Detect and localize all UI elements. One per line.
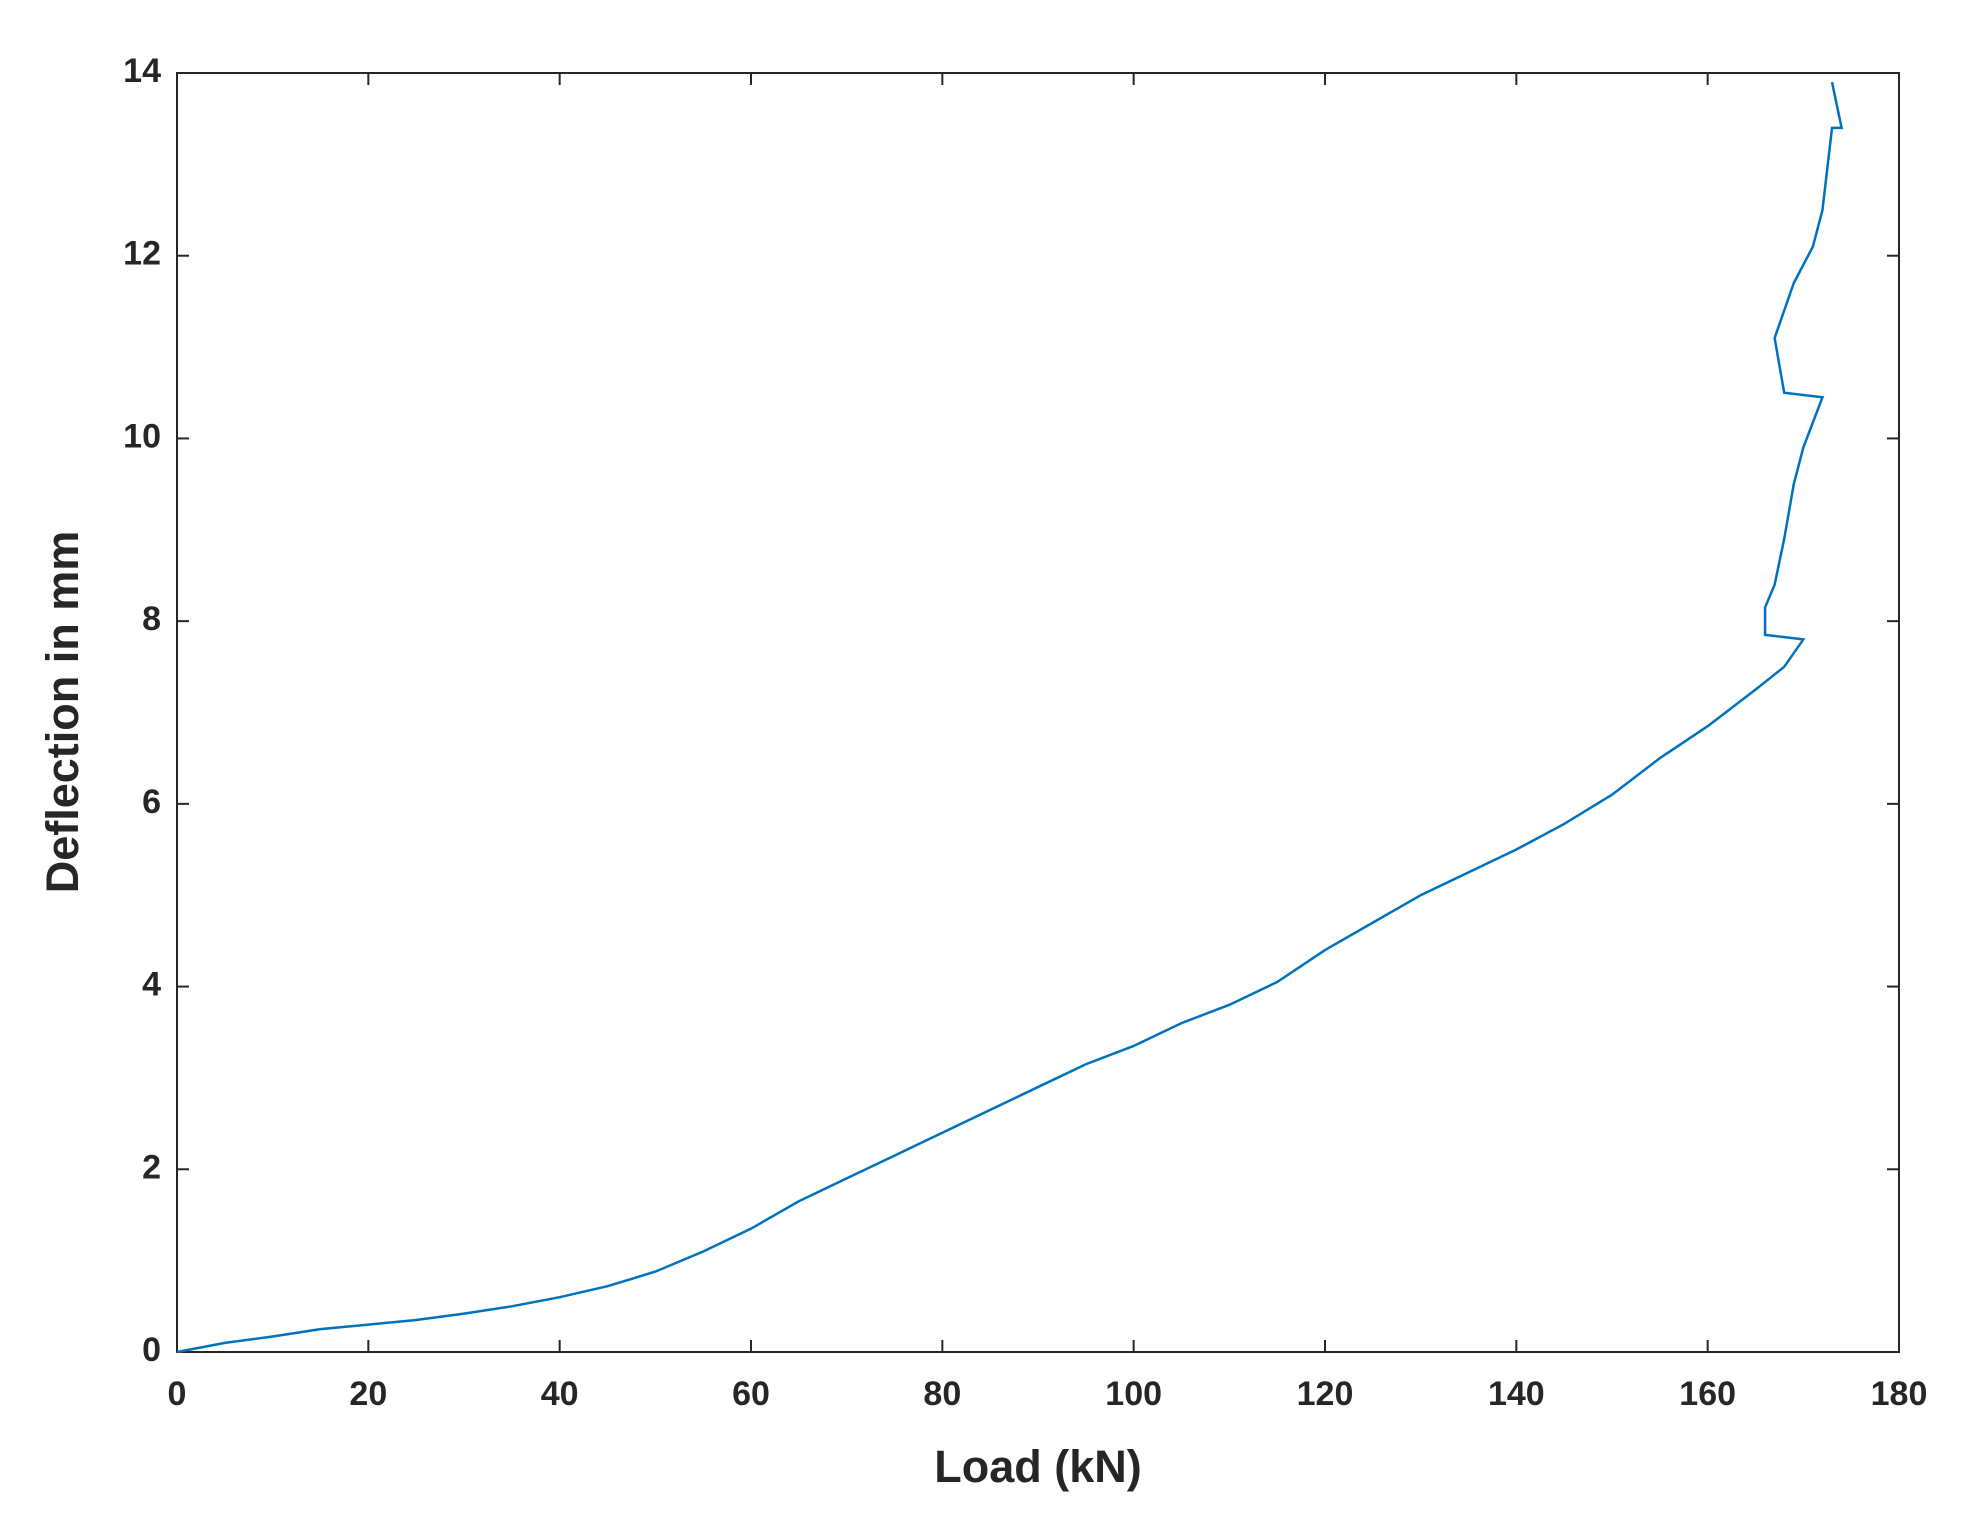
x-tick-label: 140 [1488,1375,1545,1413]
y-axis-title: Deflection in mm [37,531,88,894]
x-tick-label: 0 [168,1375,187,1413]
x-axis-title: Load (kN) [934,1441,1142,1492]
y-tick-label: 6 [142,783,161,821]
x-tick-label: 160 [1679,1375,1736,1413]
y-tick-label: 14 [123,52,161,90]
x-tick-label: 40 [541,1375,579,1413]
plot-frame [176,72,1900,1353]
y-tick-label: 10 [123,417,161,455]
y-tick-label: 12 [123,235,161,273]
x-tick-label: 60 [732,1375,770,1413]
x-tick-label: 20 [349,1375,387,1413]
x-tick-label: 120 [1297,1375,1354,1413]
data-line [176,81,1844,1354]
y-tick-label: 8 [142,600,161,638]
x-tick-label: 80 [923,1375,961,1413]
y-tick-label: 2 [142,1148,161,1186]
y-tick-label: 0 [142,1331,161,1369]
x-tick-label: 100 [1105,1375,1162,1413]
x-tick-label: 180 [1871,1375,1928,1413]
y-tick-label: 4 [142,966,161,1004]
